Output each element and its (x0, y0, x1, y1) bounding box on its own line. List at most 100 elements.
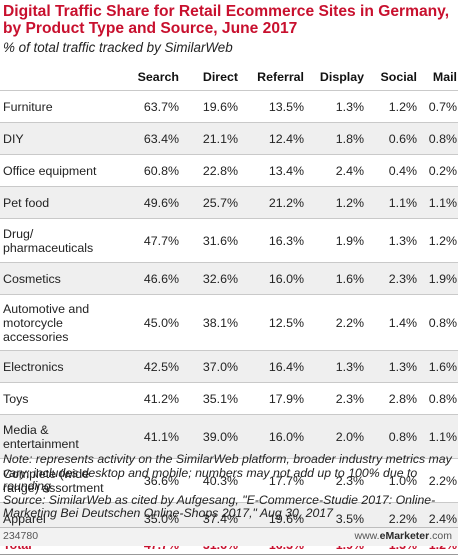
cell-social: 1.2% (365, 90, 418, 123)
cell-display: 2.0% (305, 414, 365, 459)
row-label: Office equipment (0, 154, 123, 187)
cell-direct: 37.0% (180, 350, 239, 383)
table-row: Automotive and motorcycle accessories 45… (0, 294, 458, 351)
table-row: Complete (wide range) assortment 36.6% 4… (0, 458, 458, 503)
cell-social: 0.8% (365, 414, 418, 459)
cell-social: 2.3% (365, 262, 418, 295)
cell-social: 1.4% (365, 294, 418, 351)
chart-subtitle: % of total traffic tracked by SimilarWeb (3, 40, 233, 55)
cell-direct: 40.3% (180, 458, 239, 503)
cell-referral: 16.0% (239, 414, 305, 459)
cell-direct: 22.8% (180, 154, 239, 187)
table-row: Electronics 42.5% 37.0% 16.4% 1.3% 1.3% … (0, 350, 458, 383)
cell-search: 60.8% (123, 154, 180, 187)
cell-mail: 1.1% (418, 414, 458, 459)
cell-display: 1.9% (305, 218, 365, 263)
cell-social: 1.3% (365, 350, 418, 383)
cell-direct: 38.1% (180, 294, 239, 351)
row-label: Pet food (0, 186, 123, 219)
table-row: Cosmetics 46.6% 32.6% 16.0% 1.6% 2.3% 1.… (0, 262, 458, 295)
cell-mail: 0.8% (418, 122, 458, 155)
cell-direct: 19.6% (180, 90, 239, 123)
cell-display: 1.3% (305, 90, 365, 123)
header-row: Search Direct Referral Display Social Ma… (0, 64, 458, 91)
cell-display: 1.8% (305, 122, 365, 155)
cell-referral: 17.7% (239, 458, 305, 503)
cell-direct: 32.6% (180, 262, 239, 295)
cell-direct: 31.6% (180, 218, 239, 263)
chart-id: 234780 (3, 530, 39, 542)
traffic-share-table: Search Direct Referral Display Social Ma… (0, 64, 458, 555)
row-label: Drug/ pharmaceuticals (0, 218, 123, 263)
row-label: Furniture (0, 90, 123, 123)
cell-social: 1.0% (365, 458, 418, 503)
cell-social: 1.1% (365, 186, 418, 219)
source-text: Source: SimilarWeb as cited by Aufgesang… (3, 492, 436, 521)
table-row: DIY 63.4% 21.1% 12.4% 1.8% 0.6% 0.8% (0, 122, 458, 155)
cell-direct: 39.0% (180, 414, 239, 459)
column-header-display: Display (319, 70, 364, 84)
cell-search: 63.4% (123, 122, 180, 155)
row-label: Toys (0, 382, 123, 415)
column-header-mail: Mail (432, 70, 457, 84)
cell-search: 42.5% (123, 350, 180, 383)
cell-search: 46.6% (123, 262, 180, 295)
cell-referral: 16.4% (239, 350, 305, 383)
cell-display: 1.2% (305, 186, 365, 219)
cell-search: 45.0% (123, 294, 180, 351)
cell-search: 41.1% (123, 414, 180, 459)
table-row: Pet food 49.6% 25.7% 21.2% 1.2% 1.1% 1.1… (0, 186, 458, 219)
table-row: Toys 41.2% 35.1% 17.9% 2.3% 2.8% 0.8% (0, 382, 458, 415)
cell-referral: 13.4% (239, 154, 305, 187)
table-row: Drug/ pharmaceuticals 47.7% 31.6% 16.3% … (0, 218, 458, 263)
row-label: Automotive and motorcycle accessories (0, 294, 123, 351)
cell-display: 1.3% (305, 350, 365, 383)
cell-mail: 2.2% (418, 458, 458, 503)
cell-search: 47.7% (123, 218, 180, 263)
cell-mail: 1.1% (418, 186, 458, 219)
cell-mail: 1.6% (418, 350, 458, 383)
cell-display: 2.4% (305, 154, 365, 187)
cell-mail: 1.2% (418, 218, 458, 263)
brand-name: eMarketer (379, 530, 430, 542)
row-label: Complete (wide range) assortment (0, 458, 123, 503)
cell-referral: 17.9% (239, 382, 305, 415)
cell-search: 49.6% (123, 186, 180, 219)
cell-referral: 21.2% (239, 186, 305, 219)
column-header-direct: Direct (202, 70, 238, 84)
brand-prefix: www. (354, 530, 380, 542)
column-header-search: Search (137, 70, 179, 84)
table-row: Office equipment 60.8% 22.8% 13.4% 2.4% … (0, 154, 458, 187)
row-label: DIY (0, 122, 123, 155)
cell-mail: 0.8% (418, 382, 458, 415)
cell-referral: 12.5% (239, 294, 305, 351)
cell-display: 1.6% (305, 262, 365, 295)
row-label: Electronics (0, 350, 123, 383)
row-label: Media & entertainment (0, 414, 123, 459)
brand-url[interactable]: www.eMarketer.com (355, 530, 452, 542)
cell-display: 2.3% (305, 382, 365, 415)
cell-search: 41.2% (123, 382, 180, 415)
cell-mail: 1.9% (418, 262, 458, 295)
table-row: Media & entertainment 41.1% 39.0% 16.0% … (0, 414, 458, 459)
cell-mail: 0.2% (418, 154, 458, 187)
cell-display: 2.2% (305, 294, 365, 351)
cell-referral: 16.3% (239, 218, 305, 263)
footnote: Note: represents activity on the Similar… (3, 452, 455, 521)
cell-referral: 13.5% (239, 90, 305, 123)
column-header-category (0, 64, 123, 91)
cell-referral: 16.0% (239, 262, 305, 295)
note-text: Note: represents activity on the Similar… (3, 452, 452, 494)
column-header-referral: Referral (257, 70, 304, 84)
cell-display: 2.3% (305, 458, 365, 503)
cell-social: 0.4% (365, 154, 418, 187)
cell-social: 2.8% (365, 382, 418, 415)
cell-social: 1.3% (365, 218, 418, 263)
cell-direct: 35.1% (180, 382, 239, 415)
cell-direct: 21.1% (180, 122, 239, 155)
cell-mail: 0.8% (418, 294, 458, 351)
brand-suffix: .com (429, 530, 452, 542)
footer-bar: 234780 www.eMarketer.com (0, 527, 458, 546)
cell-referral: 12.4% (239, 122, 305, 155)
cell-direct: 25.7% (180, 186, 239, 219)
